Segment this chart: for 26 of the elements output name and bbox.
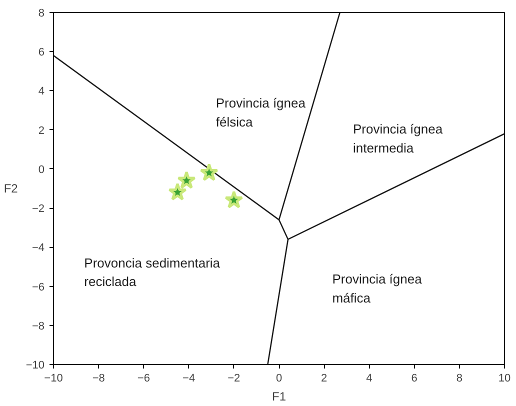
y-tick-label: −8 <box>32 320 45 332</box>
y-axis-title: F2 <box>4 182 18 196</box>
x-tick-label: 8 <box>456 372 462 384</box>
y-tick-label: 6 <box>38 46 45 59</box>
y-tick-label: 8 <box>38 8 45 20</box>
annotation: Provincia ígnea intermedia <box>352 122 444 156</box>
y-tick-label: −10 <box>26 360 45 372</box>
x-tick-label: 6 <box>411 372 418 384</box>
y-tick-label: 2 <box>38 124 45 137</box>
y-tick-label: −6 <box>32 281 45 294</box>
x-tick-label: 10 <box>498 372 511 384</box>
annotation: Provincia ígnea félsica <box>216 96 306 130</box>
x-tick-label: −6 <box>137 372 150 384</box>
x-tick-label: −8 <box>92 372 105 384</box>
y-tick-label: 4 <box>38 86 45 98</box>
x-tick-label: 0 <box>276 372 282 384</box>
x-axis-title: F1 <box>272 390 286 404</box>
x-tick-label: −4 <box>182 372 196 384</box>
annotation: Provincia ígnea máfica <box>332 272 423 306</box>
y-tick-label: −4 <box>32 242 45 254</box>
x-tick-label: 2 <box>321 372 328 384</box>
annotation: Provoncia sedimentaria reciclada <box>84 255 221 290</box>
y-tick-label: 0 <box>38 164 45 176</box>
x-tick-label: −2 <box>228 372 240 384</box>
y-tick-label: −2 <box>32 203 45 216</box>
x-tick-label: 4 <box>366 372 372 384</box>
